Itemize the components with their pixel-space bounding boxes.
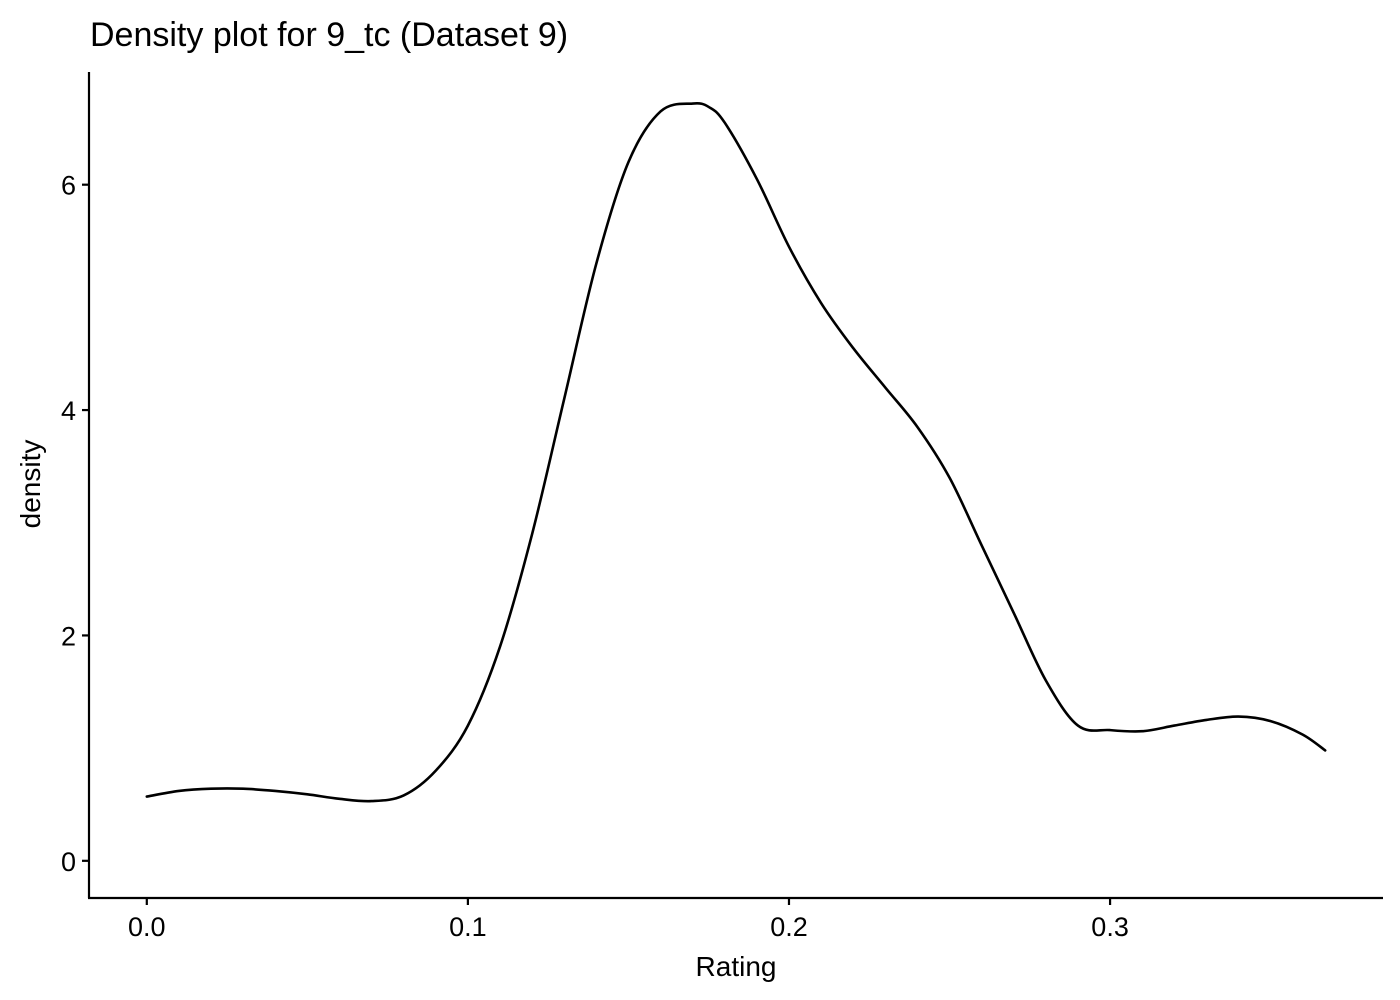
- x-axis-ticks: 0.0 0.1 0.2 0.3: [128, 898, 1129, 942]
- x-axis-title: Rating: [696, 951, 777, 982]
- y-tick-label: 6: [61, 171, 76, 201]
- x-tick-label: 0.2: [770, 912, 808, 942]
- plot-area: 0 2 4 6 0.0 0.1 0.2 0.3: [61, 72, 1383, 942]
- y-tick-label: 0: [61, 847, 76, 877]
- density-curve: [145, 102, 1327, 803]
- x-tick-label: 0.3: [1091, 912, 1129, 942]
- y-axis-ticks: 0 2 4 6: [61, 171, 89, 877]
- chart-title: Density plot for 9_tc (Dataset 9): [90, 16, 568, 54]
- y-axis-title: density: [15, 440, 46, 529]
- x-tick-label: 0.0: [128, 912, 166, 942]
- x-tick-label: 0.1: [449, 912, 487, 942]
- y-tick-label: 2: [61, 621, 76, 651]
- y-tick-label: 4: [61, 396, 76, 426]
